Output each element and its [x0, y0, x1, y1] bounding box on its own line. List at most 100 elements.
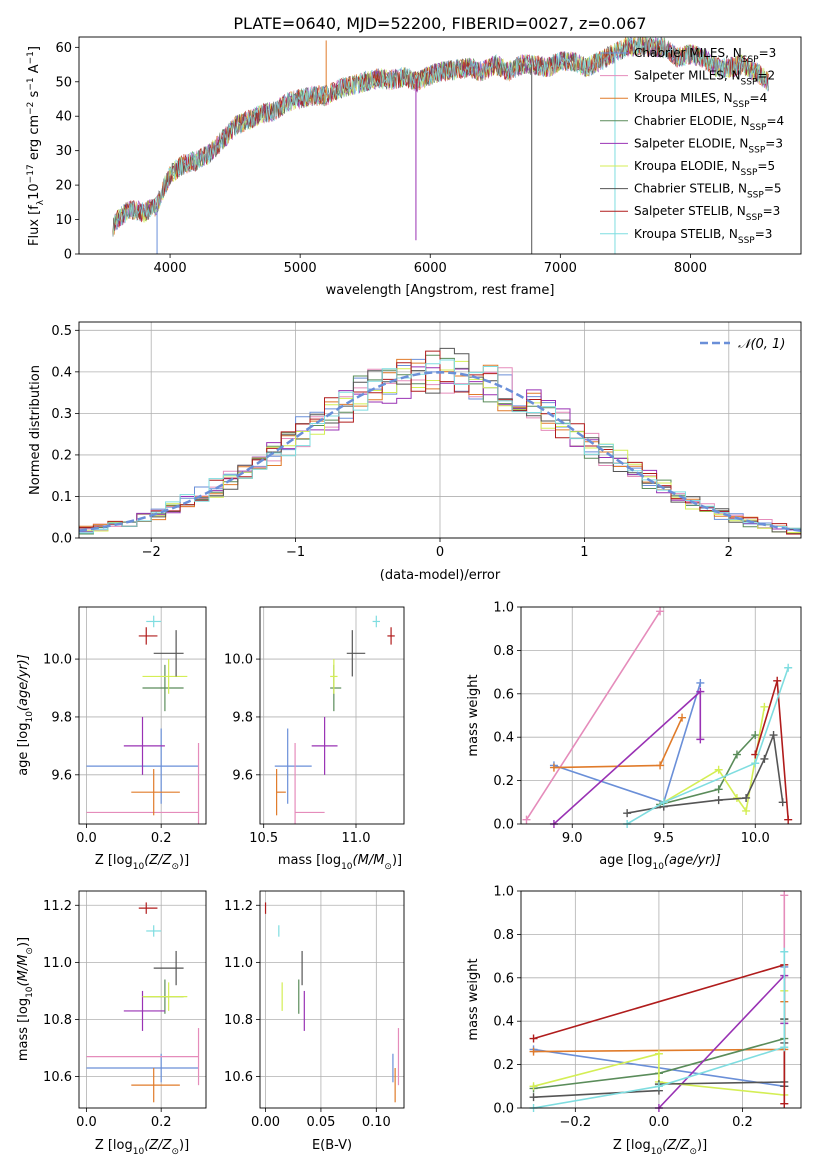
x-tick-label: 11.0	[342, 831, 371, 846]
legend-entry-part: Kroupa ELODIE, N	[634, 159, 741, 173]
gaussian-curve	[79, 371, 801, 532]
mass-weight-line	[626, 667, 789, 824]
x-axis-label-part: (Z/Z	[662, 1138, 690, 1153]
legend-entry-part: SSP	[748, 145, 765, 155]
y-axis-label: mass [log10(M/M⊙)]	[16, 937, 35, 1061]
x-tick-label: −0.2	[560, 1115, 592, 1130]
x-axis-label: Z [log10(Z/Z⊙)]	[95, 1138, 189, 1157]
y-axis-label-part: −1	[26, 51, 36, 64]
x-axis-label: Z [log10(Z/Z⊙)]	[613, 1138, 707, 1157]
legend-entry-part: =4	[766, 114, 784, 128]
y-axis-label-part: −1	[26, 77, 36, 90]
mass-weight-marker	[742, 793, 751, 802]
mass-weight-marker	[784, 815, 793, 824]
y-tick-label: 0.6	[493, 971, 514, 986]
legend-entry-part: =3	[763, 204, 781, 218]
x-axis-label-part: 10	[651, 1147, 663, 1157]
mass-weight-marker	[751, 759, 760, 768]
x-axis-label: mass [log10(M/M⊙)]	[278, 853, 402, 872]
y-tick-label: 9.8	[51, 710, 72, 725]
y-tick-label: 9.8	[232, 710, 253, 725]
y-axis-label-part: s	[27, 90, 42, 101]
legend-entry-part: SSP	[742, 55, 759, 65]
y-tick-label: 10.0	[43, 653, 72, 668]
y-axis-label-part: age [log	[16, 723, 31, 776]
x-axis-label-part: 10	[133, 1147, 145, 1157]
y-axis-label-part: −17	[26, 164, 36, 183]
y-tick-label: 10.0	[224, 653, 253, 668]
mass-weight-marker	[732, 750, 741, 759]
mass-weight-marker	[714, 765, 723, 774]
x-tick-label: 0.05	[306, 1115, 335, 1130]
spectrum-panel: 4000 5000 6000 7000 8000 0 10 20 30 40 50 60 wavelen…	[26, 36, 802, 298]
x-tick-label: 6000	[414, 261, 447, 276]
legend-entry-part: Kroupa STELIB, N	[634, 227, 738, 241]
spectrum-line	[112, 37, 769, 237]
mass-weight-marker	[696, 678, 705, 687]
y-axis-label: age [log10(age/yr)]	[16, 654, 35, 776]
y-tick-label: 60	[55, 41, 72, 56]
y-axis-label: mass weight	[466, 958, 481, 1040]
mass-weight-marker	[714, 796, 723, 805]
y-tick-label: 10	[55, 213, 72, 228]
y-axis-label-part: A	[27, 64, 42, 77]
x-tick-label: −1	[286, 545, 305, 560]
axes-frame	[259, 606, 405, 825]
y-tick-label: 9.6	[51, 768, 72, 783]
y-tick-label: 0.0	[493, 818, 514, 833]
y-axis-label-part: Flux [f	[27, 205, 42, 246]
y-axis-label-part: (M/M	[16, 955, 31, 987]
mass-weight-marker	[769, 731, 778, 740]
x-axis-label-part: ⊙	[689, 1147, 697, 1157]
mass-weight-marker	[742, 806, 751, 815]
x-axis-label-part: Z [log	[95, 1138, 133, 1153]
legend-entry-part: SSP	[750, 123, 767, 133]
y-tick-label: 0.0	[493, 1102, 514, 1117]
mass-weight-vs-metallicity-panel: −0.2 0.0 0.2 0.0 0.2 0.4 0.6 0.8 1.0 mass weight Z…	[466, 885, 802, 1157]
y-axis-label-part: −2	[26, 102, 36, 115]
y-axis-label-part: 10	[25, 986, 35, 998]
legend-entry-part: SSP	[741, 78, 758, 88]
mass-weight-line	[626, 734, 784, 814]
mass-vs-metallicity-panel: 0.0 0.210.610.811.011.2Z [log10(Z/Z⊙)]mas…	[16, 890, 207, 1157]
x-tick-label: 0.2	[151, 831, 172, 846]
x-axis-label: E(B-V)	[312, 1138, 352, 1153]
axes-frame	[520, 606, 802, 825]
axes-frame	[520, 890, 802, 1109]
x-tick-label: 0	[436, 545, 444, 560]
axes-frame	[78, 606, 207, 825]
y-axis-label: mass weight	[466, 674, 481, 756]
y-tick-label: 0.6	[493, 687, 514, 702]
y-tick-label: 0.1	[51, 490, 72, 505]
legend-entry: Kroupa MILES, NSSP=4	[634, 91, 767, 110]
legend-entry-part: =3	[755, 227, 773, 241]
legend-entry-part: Chabrier MILES, N	[634, 46, 742, 60]
axes-frame	[259, 890, 405, 1109]
y-tick-label: 1.0	[493, 885, 514, 900]
mass-weight-marker	[656, 607, 665, 616]
age-vs-metallicity-panel: 0.0 0.29.69.810.0Z [log10(Z/Z⊙)]age [log1…	[16, 606, 207, 872]
mass-weight-marker	[760, 702, 769, 711]
x-tick-label: 0.00	[251, 1115, 280, 1130]
x-tick-label: 10.5	[249, 831, 278, 846]
y-axis-label-part: ]	[27, 46, 42, 51]
x-tick-label: 0.0	[76, 831, 97, 846]
mass-weight-marker	[654, 1082, 663, 1091]
y-tick-label: 0.4	[51, 365, 72, 380]
mass-weight-marker	[522, 815, 531, 824]
x-tick-label: 2	[725, 545, 733, 560]
x-axis-label-part: (age/yr)]	[664, 853, 721, 868]
legend-entry: Chabrier MILES, NSSP=3	[634, 46, 776, 65]
y-tick-label: 9.6	[232, 768, 253, 783]
x-tick-label: 10.0	[741, 831, 770, 846]
mass-weight-marker	[529, 1047, 538, 1056]
y-tick-label: 0.0	[51, 532, 72, 547]
x-tick-label: 0.0	[76, 1115, 97, 1130]
legend-entry: 𝒩(0, 1)	[738, 337, 785, 352]
x-tick-label: 0.0	[649, 1115, 670, 1130]
legend-entry: Salpeter STELIB, NSSP=3	[634, 204, 780, 223]
y-axis-label-part: )]	[16, 937, 31, 947]
y-tick-label: 11.2	[224, 899, 253, 914]
y-tick-label: 0.8	[493, 644, 514, 659]
mass-weight-marker	[656, 761, 665, 770]
